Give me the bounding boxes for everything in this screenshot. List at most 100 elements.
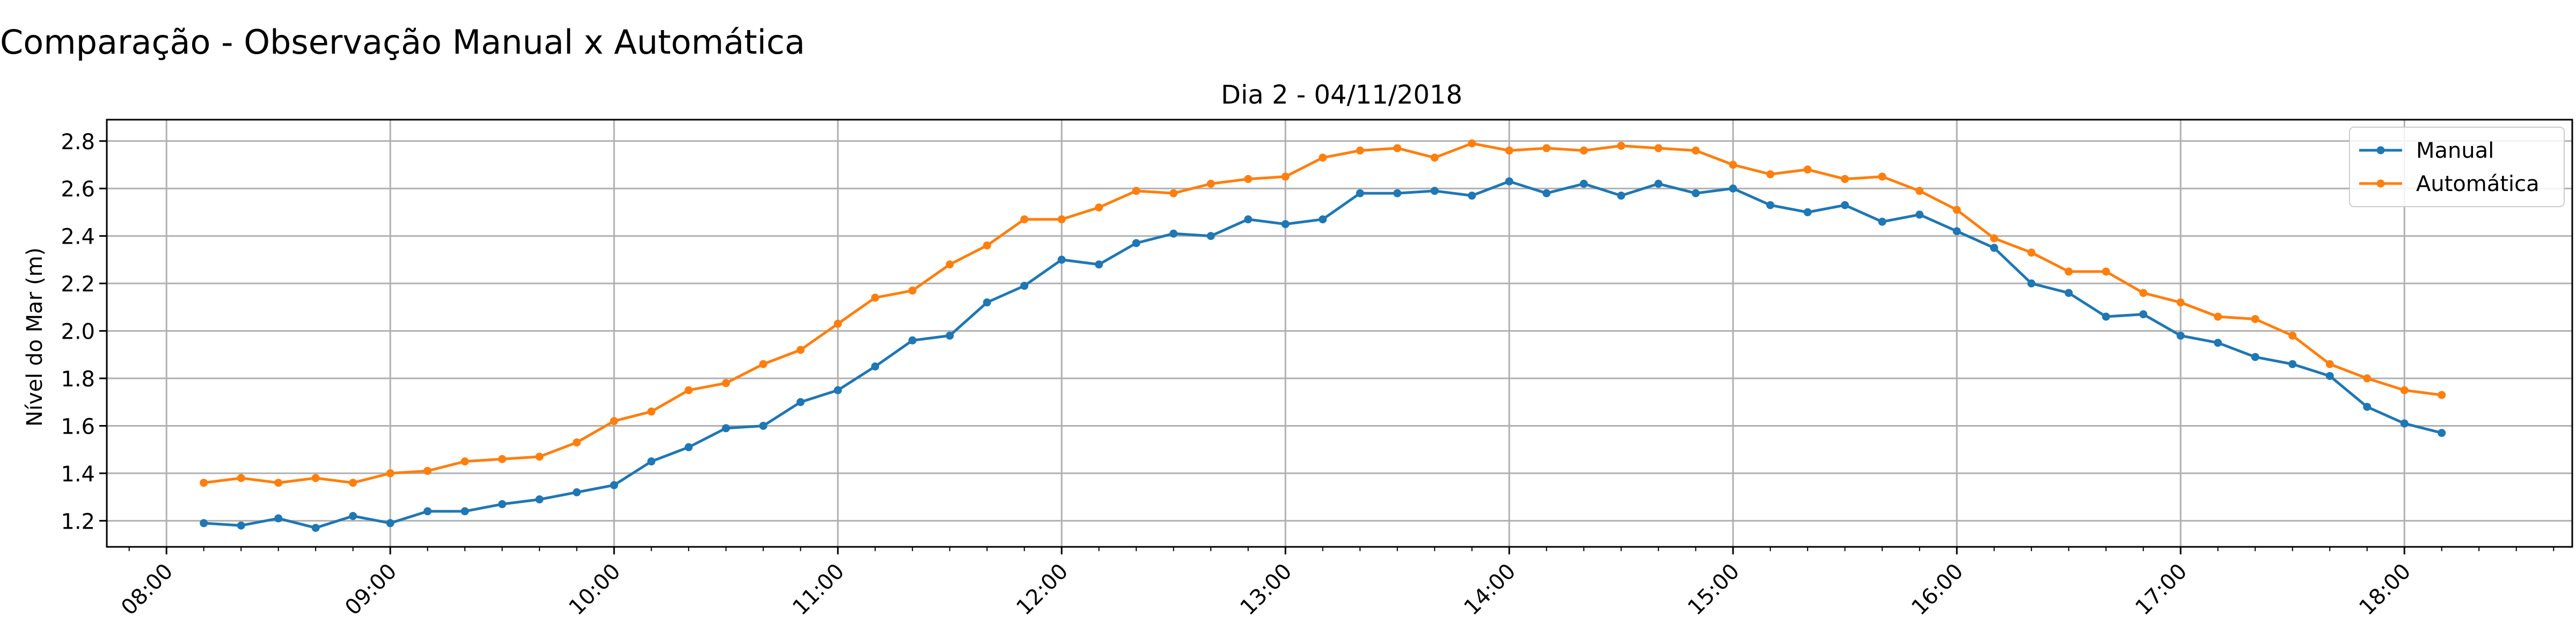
series-layer bbox=[200, 139, 2446, 532]
legend: Manual Automática bbox=[2349, 127, 2565, 207]
data-point bbox=[2438, 391, 2446, 399]
data-point bbox=[1841, 175, 1849, 184]
data-point bbox=[1542, 144, 1551, 152]
data-point bbox=[2065, 289, 2073, 297]
data-point bbox=[722, 379, 730, 387]
data-point bbox=[1244, 215, 1253, 224]
data-point bbox=[983, 298, 991, 307]
data-point bbox=[1095, 260, 1103, 269]
data-point bbox=[349, 479, 357, 487]
series-0 bbox=[200, 177, 2446, 532]
data-point bbox=[535, 495, 544, 504]
data-point bbox=[1169, 229, 1178, 238]
data-point bbox=[647, 407, 656, 416]
x-tick-label: 08:00 bbox=[116, 559, 178, 620]
series-line bbox=[203, 180, 2442, 530]
data-point bbox=[1356, 146, 1364, 155]
data-point bbox=[908, 336, 917, 345]
data-point bbox=[1878, 172, 1886, 181]
data-point bbox=[1878, 217, 1886, 226]
data-point bbox=[498, 455, 507, 463]
data-point bbox=[1132, 239, 1140, 247]
data-point bbox=[946, 331, 954, 340]
data-point bbox=[722, 424, 730, 433]
x-tick-label: 14:00 bbox=[1459, 559, 1520, 620]
y-tick-label: 1.6 bbox=[61, 414, 95, 439]
data-point bbox=[1505, 146, 1513, 155]
data-point bbox=[1020, 215, 1029, 224]
data-point bbox=[871, 362, 880, 371]
data-point bbox=[1729, 184, 1737, 193]
data-point bbox=[2176, 331, 2185, 340]
y-tick-label: 2.6 bbox=[61, 177, 95, 202]
data-point bbox=[535, 452, 544, 461]
data-point bbox=[349, 512, 357, 521]
data-point bbox=[610, 481, 618, 489]
data-point bbox=[498, 500, 507, 508]
data-point bbox=[1654, 144, 1663, 152]
data-point bbox=[1169, 189, 1178, 197]
data-point bbox=[2400, 419, 2409, 428]
data-point bbox=[1692, 146, 1700, 155]
y-tick-label: 1.8 bbox=[61, 367, 95, 392]
data-point bbox=[423, 466, 432, 475]
data-point bbox=[1505, 177, 1513, 186]
data-point bbox=[759, 421, 767, 430]
y-tick-label: 2.0 bbox=[61, 320, 95, 345]
data-point bbox=[1542, 189, 1551, 197]
data-point bbox=[2325, 372, 2334, 380]
data-point bbox=[573, 488, 581, 496]
y-tick-label: 1.4 bbox=[61, 462, 95, 487]
data-point bbox=[460, 507, 469, 516]
data-point bbox=[2139, 310, 2148, 319]
data-point bbox=[460, 457, 469, 466]
legend-marker bbox=[2376, 146, 2385, 155]
data-point bbox=[871, 294, 880, 302]
data-point bbox=[1468, 192, 1476, 200]
data-point bbox=[647, 457, 656, 466]
data-point bbox=[1841, 201, 1849, 209]
x-tick-label: 12:00 bbox=[1012, 559, 1073, 620]
data-point bbox=[833, 319, 842, 328]
data-point bbox=[2102, 267, 2110, 276]
data-point bbox=[2027, 279, 2036, 288]
x-tick-label: 16:00 bbox=[1907, 559, 1968, 620]
data-point bbox=[1281, 220, 1290, 229]
y-tick-label: 2.8 bbox=[61, 130, 95, 155]
data-point bbox=[2027, 248, 2036, 257]
x-tick-label: 17:00 bbox=[2131, 559, 2192, 620]
data-point bbox=[386, 519, 394, 528]
legend-label: Automática bbox=[2416, 172, 2540, 196]
data-point bbox=[1729, 160, 1737, 169]
data-point bbox=[946, 260, 954, 269]
data-point bbox=[237, 474, 245, 482]
data-point bbox=[1803, 208, 1812, 216]
data-point bbox=[200, 479, 208, 487]
data-point bbox=[1617, 142, 1626, 150]
data-point bbox=[386, 469, 394, 478]
legend-box bbox=[2349, 127, 2565, 207]
data-point bbox=[2102, 312, 2110, 321]
data-point bbox=[2288, 360, 2297, 368]
data-point bbox=[311, 474, 320, 482]
data-point bbox=[908, 286, 917, 295]
legend-label: Manual bbox=[2416, 138, 2494, 163]
data-point bbox=[2176, 298, 2185, 307]
data-point bbox=[796, 346, 805, 354]
data-point bbox=[833, 386, 842, 394]
legend-marker bbox=[2376, 179, 2385, 188]
data-point bbox=[1803, 165, 1812, 174]
x-tick-label: 10:00 bbox=[564, 559, 625, 620]
y-tick-label: 2.4 bbox=[61, 225, 95, 250]
data-point bbox=[684, 386, 693, 394]
data-point bbox=[1057, 255, 1066, 264]
x-tick-label: 18:00 bbox=[2354, 559, 2416, 620]
data-point bbox=[2139, 289, 2148, 297]
data-point bbox=[2288, 331, 2297, 340]
data-point bbox=[1393, 189, 1402, 197]
data-point bbox=[2438, 429, 2446, 437]
data-point bbox=[311, 524, 320, 532]
y-axis-label: Nível do Mar (m) bbox=[23, 247, 47, 427]
data-point bbox=[1319, 153, 1327, 162]
data-point bbox=[2214, 339, 2222, 347]
